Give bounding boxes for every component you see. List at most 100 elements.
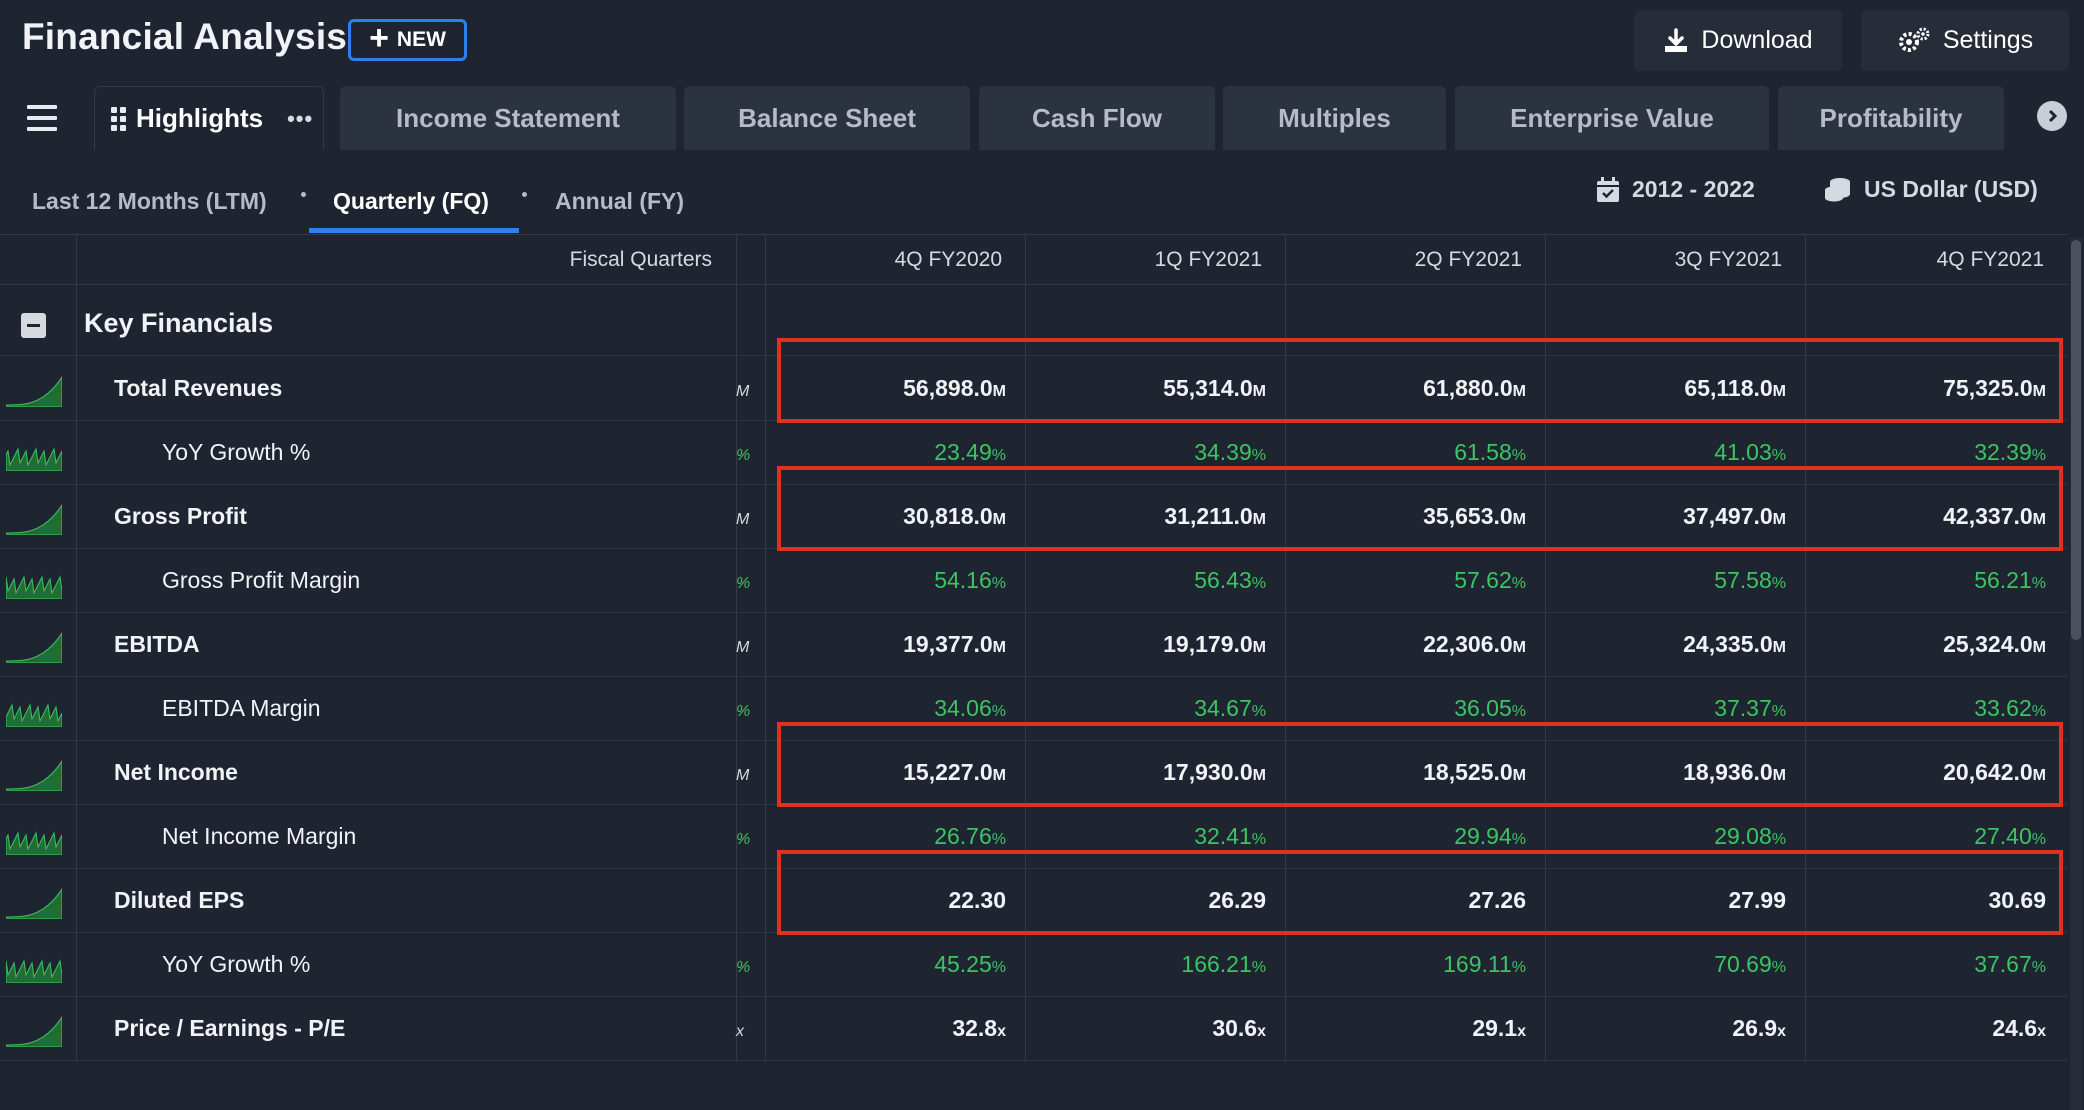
table-cell[interactable]: 24.6x <box>1826 1015 2046 1042</box>
collapse-icon[interactable] <box>21 313 46 338</box>
table-cell[interactable]: 18,525.0M <box>1306 759 1526 786</box>
table-row[interactable]: YoY Growth %% 23.49% 34.39% 61.58% 41.03% 32.… <box>0 421 2068 485</box>
table-row[interactable]: Total Revenues M 56,898.0M 55,314.0M 61,880.… <box>0 357 2068 421</box>
table-row[interactable]: EBITDA Margin% 34.06% 34.67% 36.05% 37.37% 33… <box>0 677 2068 741</box>
table-cell[interactable]: 27.40% <box>1826 823 2046 850</box>
table-row[interactable]: EBITDA M 19,377.0M 19,179.0M 22,306.0M 24,335… <box>0 613 2068 677</box>
table-cell[interactable]: 30.69 <box>1826 887 2046 914</box>
more-options-icon[interactable]: ••• <box>287 105 314 131</box>
table-row[interactable]: Net Income Margin% 26.76% 32.41% 29.94% 29.0… <box>0 805 2068 869</box>
sparkline-icon[interactable] <box>6 883 62 919</box>
date-range-picker[interactable]: 2012 - 2022 <box>1596 176 1755 203</box>
table-cell[interactable]: 26.29 <box>1046 887 1266 914</box>
sparkline-icon[interactable] <box>6 947 62 983</box>
table-cell[interactable]: 24,335.0M <box>1566 631 1786 658</box>
settings-button[interactable]: Settings <box>1861 10 2069 71</box>
table-cell[interactable]: 22.30 <box>786 887 1006 914</box>
table-cell[interactable]: 42,337.0M <box>1826 503 2046 530</box>
table-cell[interactable]: 57.62% <box>1306 567 1526 594</box>
tab-multiples[interactable]: Multiples <box>1223 86 1446 150</box>
currency-picker[interactable]: US Dollar (USD) <box>1824 176 2038 203</box>
table-cell[interactable]: 26.9x <box>1566 1015 1786 1042</box>
table-cell[interactable]: 61,880.0M <box>1306 375 1526 402</box>
table-cell[interactable]: 20,642.0M <box>1826 759 2046 786</box>
table-cell[interactable]: 26.76% <box>786 823 1006 850</box>
table-row[interactable]: Gross Profit M 30,818.0M 31,211.0M 35,653.0M… <box>0 485 2068 549</box>
tab-income-statement[interactable]: Income Statement <box>340 86 676 150</box>
table-cell[interactable]: 36.05% <box>1306 695 1526 722</box>
sparkline-icon[interactable] <box>6 755 62 791</box>
table-row[interactable]: Net Income M 15,227.0M 17,930.0M 18,525.0M 18… <box>0 741 2068 805</box>
table-cell[interactable]: 23.49% <box>786 439 1006 466</box>
table-row[interactable]: Diluted EPS 22.30 26.29 27.26 27.99 30.69 <box>0 869 2068 933</box>
table-cell[interactable]: 25,324.0M <box>1826 631 2046 658</box>
table-cell[interactable]: 41.03% <box>1566 439 1786 466</box>
table-cell[interactable]: 29.94% <box>1306 823 1526 850</box>
download-button[interactable]: Download <box>1634 10 1842 71</box>
table-cell[interactable]: 166.21% <box>1046 951 1266 978</box>
column-header[interactable]: 2Q FY2021 <box>1414 248 1522 271</box>
table-cell[interactable]: 29.1x <box>1306 1015 1526 1042</box>
sparkline-icon[interactable] <box>6 371 62 407</box>
table-cell[interactable]: 45.25% <box>786 951 1006 978</box>
table-cell[interactable]: 61.58% <box>1306 439 1526 466</box>
column-header[interactable]: 4Q FY2021 <box>1936 248 2044 271</box>
table-cell[interactable]: 57.58% <box>1566 567 1786 594</box>
table-cell[interactable]: 56.21% <box>1826 567 2046 594</box>
tab-cash-flow[interactable]: Cash Flow <box>979 86 1215 150</box>
table-cell[interactable]: 34.67% <box>1046 695 1266 722</box>
table-cell[interactable]: 55,314.0M <box>1046 375 1266 402</box>
period-fy[interactable]: Annual (FY) <box>555 188 685 214</box>
table-cell[interactable]: 32.8x <box>786 1015 1006 1042</box>
sparkline-icon[interactable] <box>6 1011 62 1047</box>
table-cell[interactable]: 37.67% <box>1826 951 2046 978</box>
table-cell[interactable]: 35,653.0M <box>1306 503 1526 530</box>
tab-profitability[interactable]: Profitability <box>1778 86 2004 150</box>
table-cell[interactable]: 17,930.0M <box>1046 759 1266 786</box>
table-cell[interactable]: 27.26 <box>1306 887 1526 914</box>
table-row[interactable]: YoY Growth %% 45.25% 166.21% 169.11% 70.69% 3… <box>0 933 2068 997</box>
table-cell[interactable]: 32.39% <box>1826 439 2046 466</box>
table-cell[interactable]: 31,211.0M <box>1046 503 1266 530</box>
table-cell[interactable]: 37.37% <box>1566 695 1786 722</box>
table-cell[interactable]: 19,377.0M <box>786 631 1006 658</box>
sparkline-icon[interactable] <box>6 819 62 855</box>
column-header[interactable]: 4Q FY2020 <box>894 248 1002 271</box>
table-cell[interactable]: 18,936.0M <box>1566 759 1786 786</box>
table-cell[interactable]: 30,818.0M <box>786 503 1006 530</box>
tab-highlights[interactable]: Highlights ••• <box>94 86 324 150</box>
table-cell[interactable]: 32.41% <box>1046 823 1266 850</box>
table-cell[interactable]: 29.08% <box>1566 823 1786 850</box>
period-ltm[interactable]: Last 12 Months (LTM) <box>32 188 267 214</box>
table-cell[interactable]: 30.6x <box>1046 1015 1266 1042</box>
hamburger-menu-icon[interactable] <box>0 86 84 150</box>
table-cell[interactable]: 19,179.0M <box>1046 631 1266 658</box>
new-button[interactable]: + NEW <box>348 19 467 61</box>
table-cell[interactable]: 27.99 <box>1566 887 1786 914</box>
table-cell[interactable]: 34.39% <box>1046 439 1266 466</box>
table-cell[interactable]: 56,898.0M <box>786 375 1006 402</box>
table-row[interactable]: Price / Earnings - P/E x 32.8x 30.6x 29.1x 26… <box>0 997 2068 1061</box>
chevron-right-icon[interactable] <box>2037 101 2067 131</box>
table-cell[interactable]: 33.62% <box>1826 695 2046 722</box>
table-cell[interactable]: 34.06% <box>786 695 1006 722</box>
table-cell[interactable]: 54.16% <box>786 567 1006 594</box>
tab-balance-sheet[interactable]: Balance Sheet <box>684 86 970 150</box>
table-cell[interactable]: 75,325.0M <box>1826 375 2046 402</box>
scrollbar-thumb[interactable] <box>2071 240 2081 640</box>
table-cell[interactable]: 65,118.0M <box>1566 375 1786 402</box>
tab-enterprise-value[interactable]: Enterprise Value <box>1455 86 1769 150</box>
sparkline-icon[interactable] <box>6 563 62 599</box>
sparkline-icon[interactable] <box>6 627 62 663</box>
table-cell[interactable]: 37,497.0M <box>1566 503 1786 530</box>
sparkline-icon[interactable] <box>6 499 62 535</box>
sparkline-icon[interactable] <box>6 691 62 727</box>
table-cell[interactable]: 15,227.0M <box>786 759 1006 786</box>
table-row[interactable]: Gross Profit Margin% 54.16% 56.43% 57.62% 57… <box>0 549 2068 613</box>
table-cell[interactable]: 169.11% <box>1306 951 1526 978</box>
table-cell[interactable]: 56.43% <box>1046 567 1266 594</box>
sparkline-icon[interactable] <box>6 435 62 471</box>
table-cell[interactable]: 22,306.0M <box>1306 631 1526 658</box>
period-fq[interactable]: Quarterly (FQ) <box>333 188 489 214</box>
column-header[interactable]: 1Q FY2021 <box>1154 248 1262 271</box>
